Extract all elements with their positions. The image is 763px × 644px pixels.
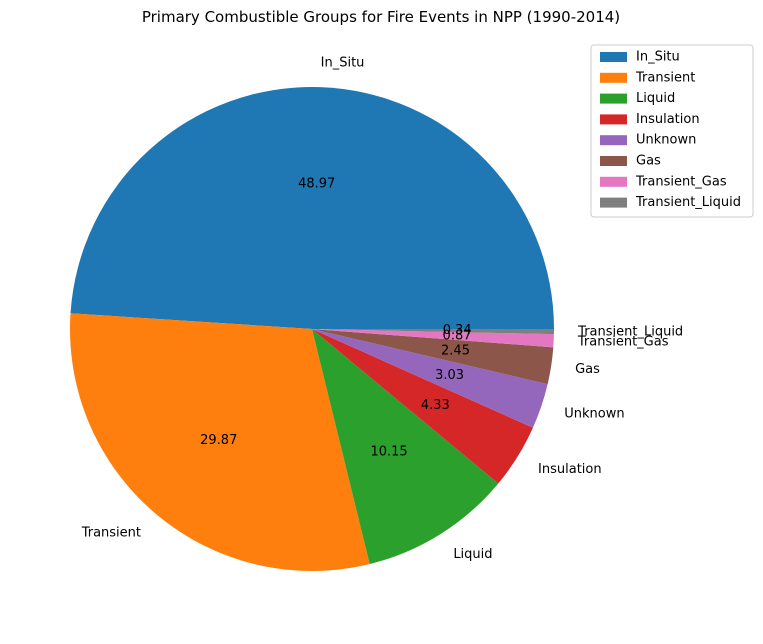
pie-slice-transient-gas bbox=[312, 329, 554, 348]
legend-label-in-situ: In_Situ bbox=[636, 50, 680, 65]
legend-label-unknown: Unknown bbox=[636, 133, 696, 148]
legend: In_Situ Transient Liquid Insulation Unknown G… bbox=[590, 44, 754, 218]
slice-label-in-situ: In_Situ bbox=[321, 55, 365, 70]
legend-label-gas: Gas bbox=[636, 154, 661, 169]
slice-label-insulation: Insulation bbox=[538, 462, 602, 477]
slice-label-liquid: Liquid bbox=[453, 547, 492, 562]
legend-swatch-insulation bbox=[600, 114, 627, 125]
legend-label-transient-liquid: Transient_Liquid bbox=[635, 195, 741, 210]
slice-label-unknown: Unknown bbox=[564, 407, 624, 422]
legend-swatch-liquid bbox=[600, 93, 627, 104]
pie-slice-insulation bbox=[312, 329, 533, 484]
legend-frame bbox=[590, 44, 754, 218]
legend-label-insulation: Insulation bbox=[636, 112, 700, 127]
pie-slice-transient bbox=[70, 313, 370, 571]
pie-slice-in-situ bbox=[70, 87, 555, 329]
legend-swatch-transient-gas bbox=[600, 176, 627, 187]
value-label-transient-liquid: 0.34 bbox=[443, 323, 472, 338]
slice-label-transient-liquid: Transient_Liquid bbox=[577, 324, 683, 339]
value-label-transient: 29.87 bbox=[200, 433, 237, 448]
legend-swatch-gas bbox=[600, 156, 627, 166]
slice-label-transient-gas: Transient_Gas bbox=[577, 334, 669, 349]
slice-label-gas: Gas bbox=[575, 362, 600, 377]
value-label-insulation: 4.33 bbox=[421, 398, 450, 413]
legend-swatch-unknown bbox=[600, 135, 627, 146]
pie-slice-liquid bbox=[312, 329, 499, 565]
value-label-liquid: 10.15 bbox=[370, 445, 407, 460]
pie-slice-gas bbox=[312, 329, 554, 385]
pie-labels: In_Situ 48.97 Transient 29.87 Liquid 10.15 Ins… bbox=[81, 55, 683, 562]
chart-title: Primary Combustible Groups for Fire Even… bbox=[142, 8, 620, 26]
value-label-in-situ: 48.97 bbox=[298, 176, 335, 191]
legend-swatch-transient-liquid bbox=[600, 197, 627, 208]
legend-swatch-in-situ bbox=[600, 52, 627, 62]
legend-swatch-transient bbox=[600, 72, 627, 83]
slice-label-transient: Transient bbox=[81, 526, 141, 541]
pie-slices bbox=[70, 87, 555, 571]
legend-label-transient-gas: Transient_Gas bbox=[635, 174, 727, 189]
pie-slice-unknown bbox=[312, 329, 548, 428]
legend-label-liquid: Liquid bbox=[636, 91, 675, 106]
value-label-transient-gas: 0.87 bbox=[443, 329, 472, 344]
legend-label-transient: Transient bbox=[635, 70, 695, 85]
value-label-unknown: 3.03 bbox=[435, 368, 464, 383]
pie-slice-transient-liquid bbox=[312, 329, 554, 335]
value-label-gas: 2.45 bbox=[441, 344, 470, 359]
